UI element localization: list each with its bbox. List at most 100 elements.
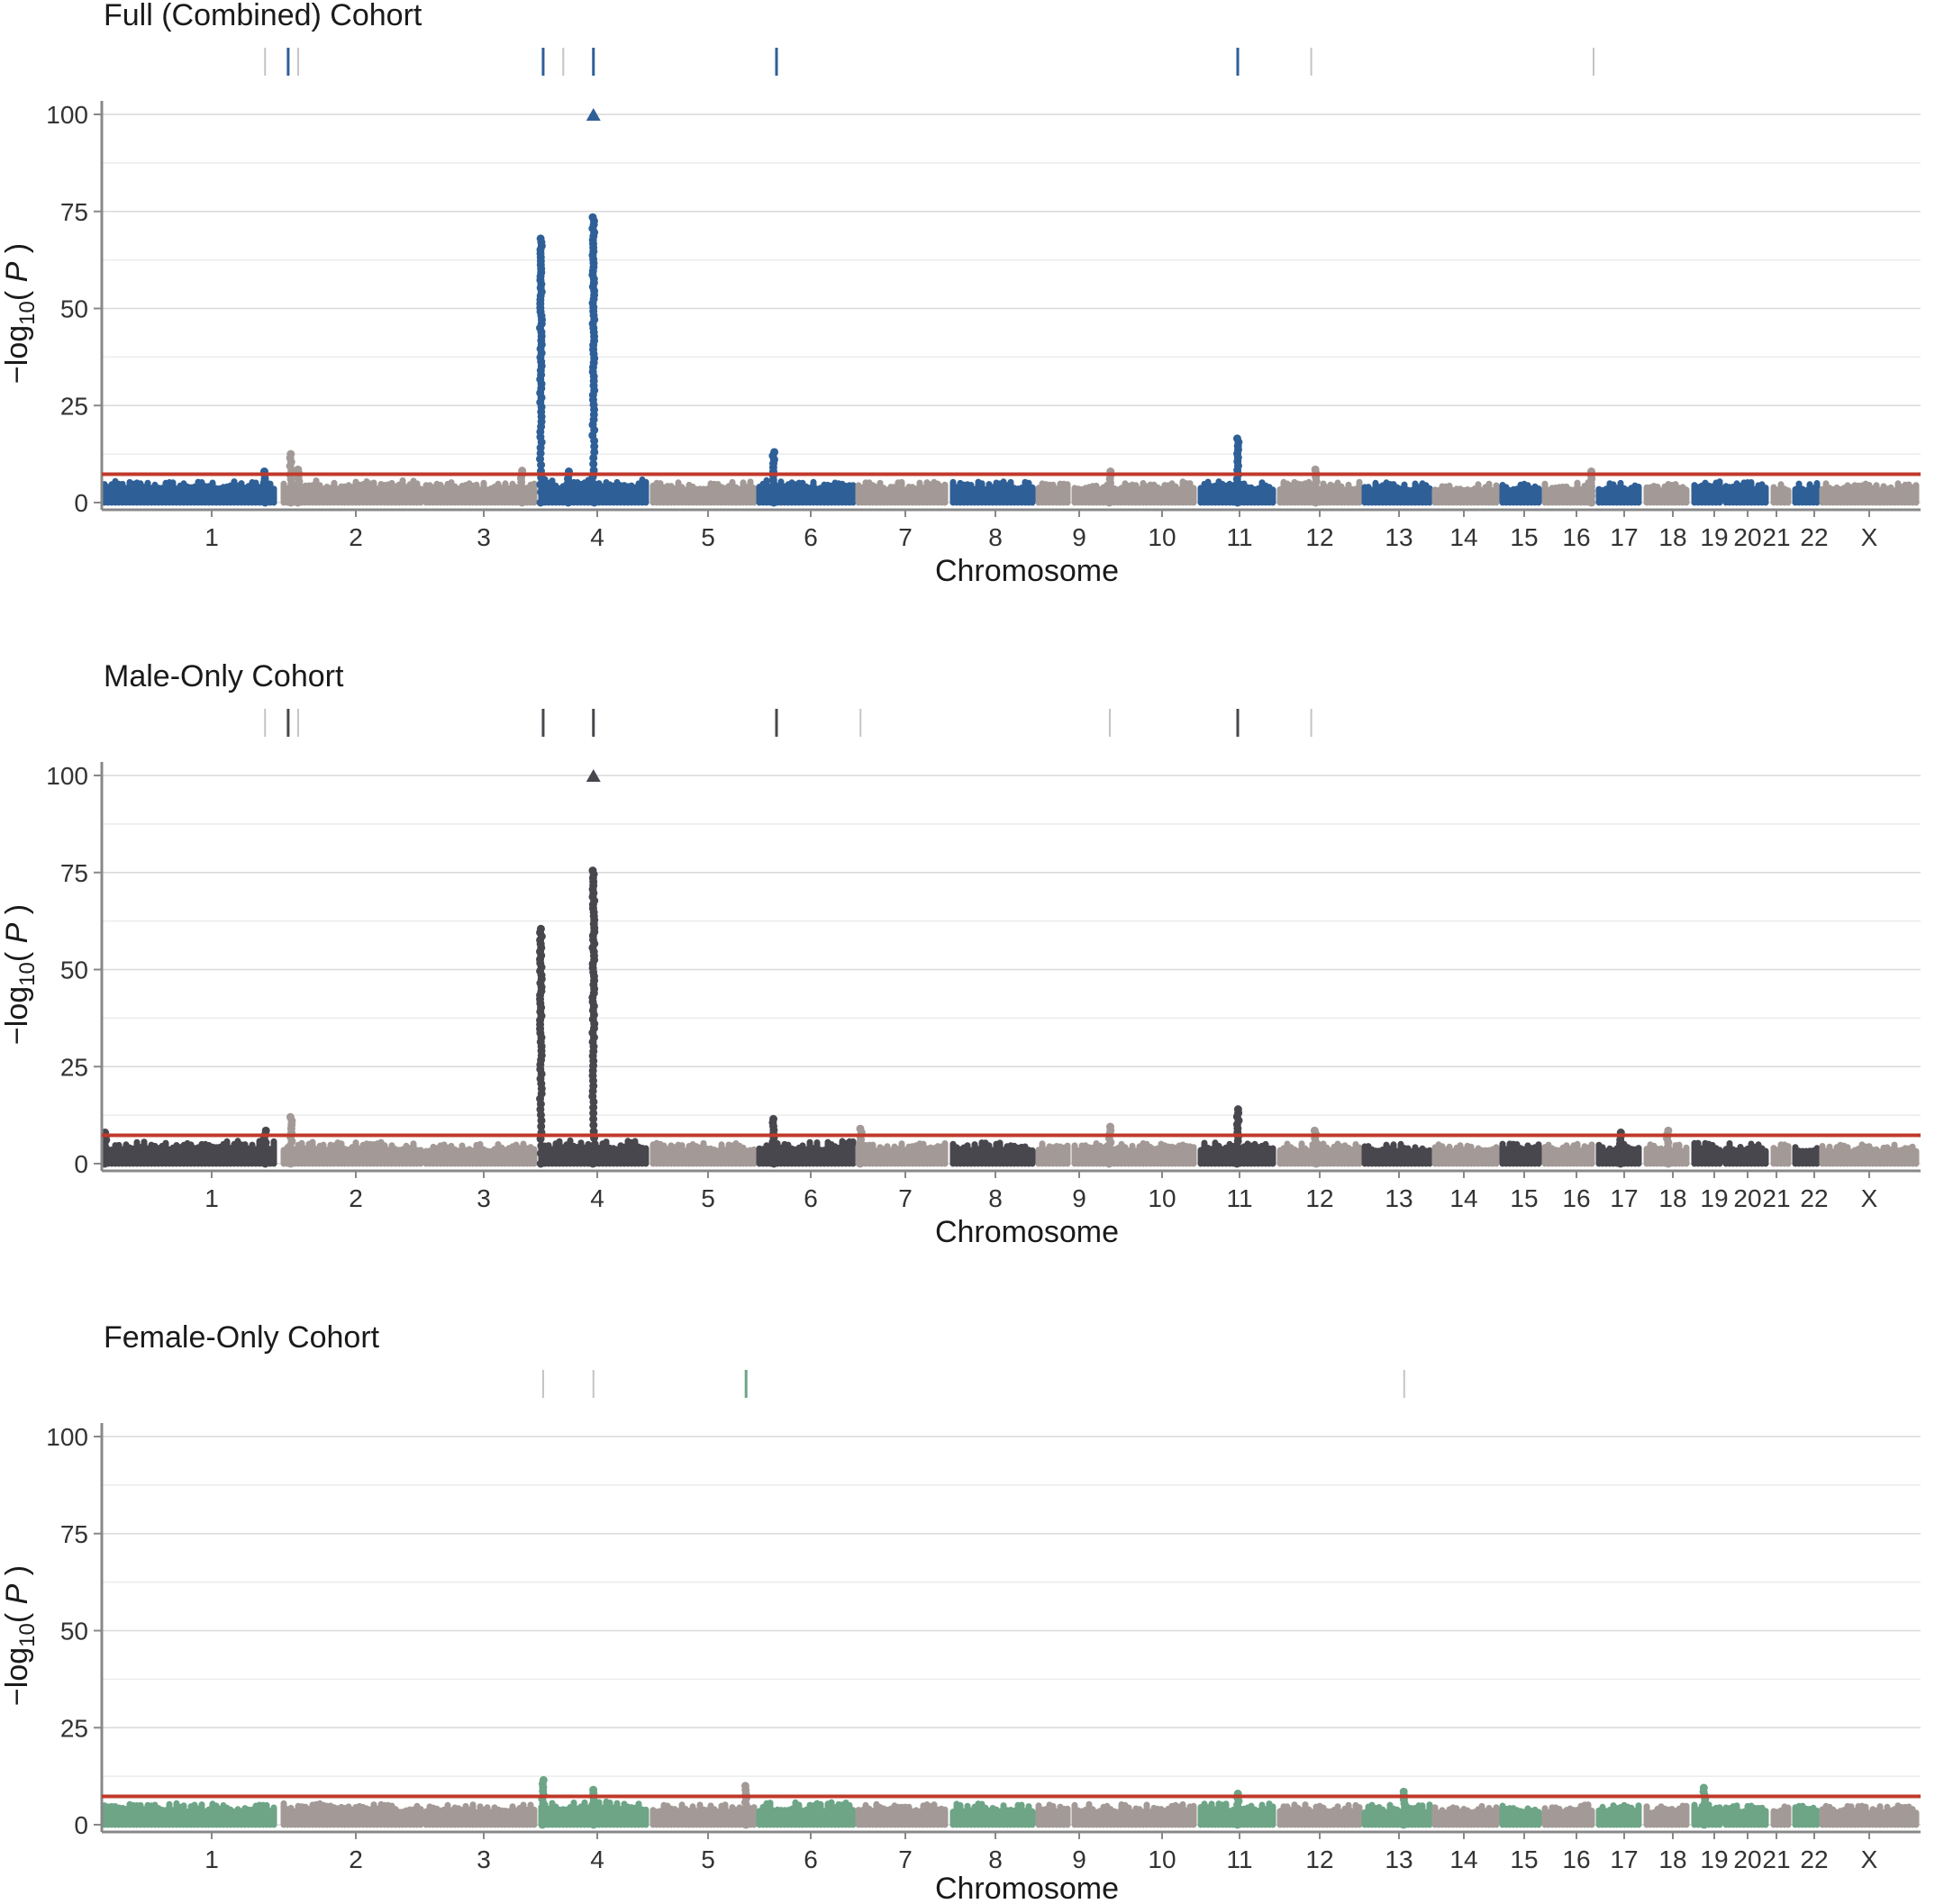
chromosome-points-7 bbox=[855, 478, 949, 506]
snp-point bbox=[538, 1820, 547, 1829]
y-tick-label: 25 bbox=[60, 1714, 88, 1742]
snp-point bbox=[588, 1148, 597, 1157]
x-tick-label: 12 bbox=[1305, 523, 1333, 551]
x-tick-label: 3 bbox=[477, 523, 491, 551]
x-tick-label: X bbox=[1861, 1845, 1878, 1873]
capped-point-triangle bbox=[586, 769, 601, 782]
axes bbox=[94, 1423, 1921, 1839]
chromosome-points-22 bbox=[1792, 1802, 1821, 1828]
chromosome-points-8 bbox=[949, 478, 1036, 506]
x-tick-label: 2 bbox=[349, 1845, 363, 1873]
x-tick-label: 5 bbox=[701, 1845, 715, 1873]
gridlines bbox=[102, 113, 1921, 503]
x-tick-label: 16 bbox=[1562, 1184, 1590, 1212]
chromosome-points-15 bbox=[1499, 480, 1542, 506]
snp-point bbox=[589, 1114, 598, 1123]
snp-point bbox=[1616, 1159, 1625, 1168]
x-tick-label: 17 bbox=[1610, 1845, 1638, 1873]
x-tick-label: 12 bbox=[1305, 1845, 1333, 1873]
snp-point bbox=[740, 1782, 749, 1791]
chromosome-points-13 bbox=[1361, 479, 1433, 506]
chromosome-points-X bbox=[1819, 1802, 1920, 1828]
x-tick-label: 14 bbox=[1449, 1845, 1477, 1873]
chromosome-points-1 bbox=[101, 477, 277, 506]
x-tick-label: 9 bbox=[1072, 1845, 1086, 1873]
chromosome-points-7 bbox=[855, 1140, 949, 1167]
snp-point bbox=[589, 1109, 598, 1118]
snp-point bbox=[590, 448, 599, 457]
x-tick-label: 17 bbox=[1610, 1184, 1638, 1212]
chromosome-points-22 bbox=[1792, 480, 1821, 506]
x-tick-label: 14 bbox=[1449, 1184, 1477, 1212]
chromosome-points-20 bbox=[1722, 479, 1769, 506]
x-tick-label: 4 bbox=[590, 523, 604, 551]
y-tick-label: 25 bbox=[60, 392, 88, 420]
x-tick-label: 4 bbox=[590, 1184, 604, 1212]
data-points bbox=[101, 108, 1920, 507]
x-tick-label: 6 bbox=[804, 1845, 818, 1873]
locus-marks bbox=[264, 709, 1313, 737]
chromosome-points-21 bbox=[1770, 481, 1792, 506]
x-tick-label: 16 bbox=[1562, 523, 1590, 551]
x-tick-label: 19 bbox=[1700, 1184, 1728, 1212]
snp-point bbox=[286, 449, 295, 458]
snp-point bbox=[1399, 1820, 1408, 1829]
x-tick-label: 2 bbox=[349, 1184, 363, 1212]
snp-point bbox=[589, 1785, 598, 1794]
chromosome-points-19 bbox=[1691, 1139, 1723, 1167]
snp-point bbox=[286, 1112, 295, 1121]
y-tick-label: 0 bbox=[74, 1811, 88, 1839]
snp-point bbox=[537, 1149, 546, 1158]
y-tick-label: 50 bbox=[60, 1618, 88, 1646]
snp-point bbox=[856, 1159, 865, 1168]
peak-chr2 bbox=[293, 465, 304, 507]
x-tick-label: 19 bbox=[1700, 523, 1728, 551]
peak-chr2 bbox=[286, 449, 296, 507]
chromosome-points-12 bbox=[1276, 478, 1363, 506]
chromosome-points-5 bbox=[649, 478, 758, 506]
x-tick-label: 13 bbox=[1385, 1184, 1413, 1212]
snp-point bbox=[536, 234, 545, 243]
x-axis-label: Chromosome bbox=[935, 1872, 1119, 1904]
gridlines bbox=[102, 775, 1921, 1165]
panel-title: Male-Only Cohort bbox=[104, 659, 344, 694]
snp-point bbox=[286, 490, 295, 499]
locus-marks bbox=[541, 1370, 1405, 1398]
snp-point bbox=[769, 1114, 778, 1123]
chromosome-points-14 bbox=[1431, 480, 1500, 506]
snp-point bbox=[1664, 1159, 1673, 1168]
snp-point bbox=[1104, 1159, 1113, 1168]
snp-point bbox=[1311, 465, 1320, 474]
chromosome-points-15 bbox=[1499, 1802, 1542, 1828]
chromosome-points-16 bbox=[1541, 479, 1595, 506]
x-tick-label: X bbox=[1861, 1184, 1878, 1212]
x-tick-label: 7 bbox=[898, 1845, 913, 1873]
capped-point-triangle bbox=[586, 108, 601, 121]
x-tick-label: 20 bbox=[1733, 1845, 1761, 1873]
snp-point bbox=[590, 498, 599, 507]
snp-point bbox=[536, 449, 545, 458]
chromosome-points-21 bbox=[1770, 1803, 1792, 1828]
x-tick-label: 18 bbox=[1658, 1184, 1686, 1212]
x-tick-label: 22 bbox=[1800, 523, 1828, 551]
y-tick-label: 50 bbox=[60, 295, 88, 323]
x-tick-label: 21 bbox=[1762, 1184, 1790, 1212]
x-tick-label: 12 bbox=[1305, 1184, 1333, 1212]
x-tick-label: 20 bbox=[1733, 1184, 1761, 1212]
x-tick-label: 22 bbox=[1800, 1845, 1828, 1873]
x-tick-label: 1 bbox=[204, 523, 219, 551]
snp-point bbox=[1233, 1105, 1242, 1114]
chromosome-points-22 bbox=[1792, 1144, 1821, 1167]
chromosome-points-X bbox=[1819, 1141, 1920, 1167]
y-tick-label: 100 bbox=[46, 1423, 88, 1451]
snp-point bbox=[564, 498, 573, 507]
snp-point bbox=[260, 498, 269, 507]
chromosome-points-16 bbox=[1541, 1801, 1595, 1828]
chromosome-points-5 bbox=[649, 1801, 758, 1828]
peak-chr4 bbox=[536, 924, 546, 1168]
chromosome-points-14 bbox=[1431, 1802, 1500, 1828]
y-tick-label: 25 bbox=[60, 1053, 88, 1081]
snp-point bbox=[589, 459, 598, 468]
y-tick-label: 75 bbox=[60, 859, 88, 887]
